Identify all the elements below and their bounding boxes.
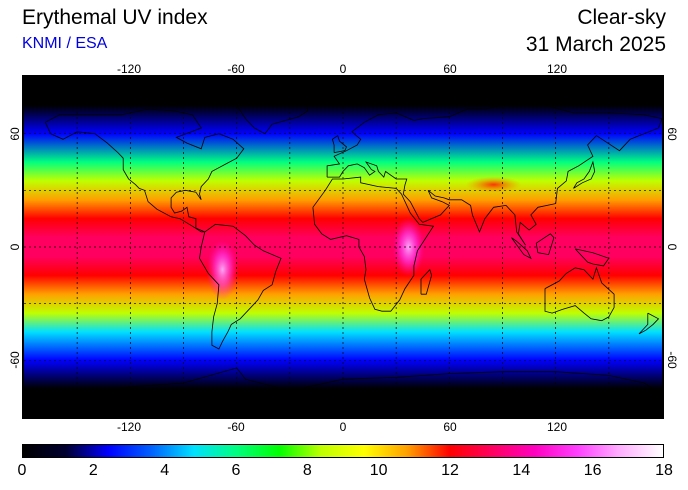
colorbar-tick-label: 2 (88, 462, 98, 479)
colorbar-tick-label: 14 (512, 462, 531, 479)
coastline (573, 160, 596, 189)
colorbar-tick-label: 12 (441, 462, 459, 479)
lon-tick-top: 60 (443, 62, 457, 76)
lon-tick-top: 120 (546, 62, 568, 76)
coastline (199, 223, 282, 350)
coastline (511, 237, 532, 260)
lon-tick-bottom: -120 (116, 420, 142, 434)
coastline (544, 266, 615, 322)
coastline (44, 108, 245, 233)
lat-tick-right: 0 (665, 243, 679, 251)
colorbar-tick-label: 10 (369, 462, 388, 479)
date-label: 31 March 2025 (525, 33, 666, 56)
lat-tick-right: 60 (665, 127, 679, 141)
colorbar-tick-label: 8 (302, 462, 312, 479)
coastline (420, 268, 433, 295)
lat-tick-left: 60 (8, 127, 22, 141)
uv-maximum-east-african-highlands (392, 217, 425, 277)
lat-tick-left: 0 (8, 243, 22, 251)
lat-tick-left: -60 (8, 351, 22, 369)
uv-index-map (24, 77, 662, 417)
lon-tick-bottom: 120 (546, 420, 568, 434)
source-label: KNMI / ESA (22, 35, 108, 52)
coastline (213, 89, 309, 135)
uv-maximum-andes (206, 239, 239, 300)
lon-tick-top: -60 (227, 62, 245, 76)
uv-map-frame (22, 75, 664, 419)
coastline (331, 134, 347, 153)
coastline (312, 176, 435, 312)
title: Erythemal UV index (22, 6, 208, 29)
coastline (326, 101, 662, 246)
lon-tick-bottom: 0 (339, 420, 347, 434)
condition-label: Clear-sky (577, 6, 666, 29)
colorbar-tick-label: 18 (655, 462, 673, 479)
lon-tick-top: 0 (339, 62, 347, 76)
colorbar-tick-label: 6 (231, 462, 241, 479)
uv-maximum-tibetan-plateau (465, 176, 522, 193)
colorbar-tick-label: 16 (583, 462, 602, 479)
lon-tick-bottom: -60 (227, 420, 245, 434)
colorbar-tick-label: 0 (17, 462, 27, 479)
lat-tick-right: -60 (665, 351, 679, 369)
coastline (638, 312, 660, 335)
coastline (535, 233, 555, 256)
uv-colorbar (22, 444, 664, 458)
coastline (574, 248, 610, 267)
colorbar-tick-label: 4 (160, 462, 170, 479)
lon-tick-bottom: 60 (443, 420, 457, 434)
coastline (24, 367, 662, 395)
lon-tick-top: -120 (116, 62, 142, 76)
